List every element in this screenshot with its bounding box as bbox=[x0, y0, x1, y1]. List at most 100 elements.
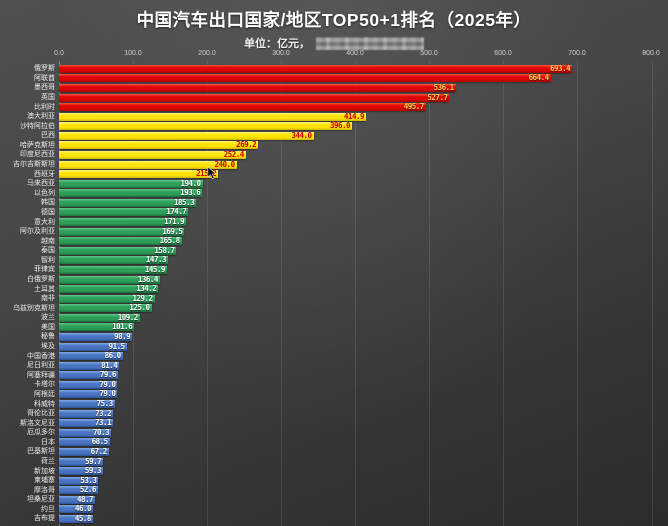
bar-value-label: 73.1 bbox=[95, 418, 112, 428]
gridline bbox=[355, 61, 356, 526]
bar-row: 以色列 193.6 bbox=[0, 189, 668, 199]
category-label: 吉尔吉斯斯坦 bbox=[13, 161, 55, 169]
x-tick-label: 200.0 bbox=[198, 50, 216, 57]
bar-row: 阿联酋 664.4 bbox=[0, 74, 668, 84]
bar: 174.7 bbox=[59, 207, 189, 217]
bar-value-label: 269.2 bbox=[236, 140, 257, 150]
gridline bbox=[503, 61, 505, 526]
category-label: 厄瓜多尔 bbox=[27, 429, 55, 437]
bar: 91.5 bbox=[59, 342, 127, 351]
category-label: 俄罗斯 bbox=[34, 65, 55, 73]
category-label: 坦桑尼亚 bbox=[27, 496, 55, 504]
chart-subtitle: 单位：亿元， bbox=[0, 35, 668, 51]
gridline bbox=[429, 61, 431, 526]
bar-value-label: 68.5 bbox=[91, 437, 109, 447]
bar-row: 英国 527.7 bbox=[0, 93, 668, 103]
category-label: 澳大利亚 bbox=[27, 113, 55, 121]
bar-value-label: 165.8 bbox=[159, 236, 181, 246]
mouse-cursor bbox=[207, 166, 217, 180]
bar-track: 109.2 bbox=[59, 313, 651, 323]
category-label: 韩国 bbox=[41, 199, 55, 207]
bar: 59.3 bbox=[59, 466, 103, 476]
bar: 165.8 bbox=[59, 236, 182, 246]
x-tick-label: 300.0 bbox=[272, 50, 290, 57]
bar-track: 45.8 bbox=[59, 514, 651, 524]
bar-value-label: 134.2 bbox=[136, 284, 157, 294]
bar-row: 菲律宾 145.9 bbox=[0, 265, 668, 275]
category-label: 以色列 bbox=[34, 189, 55, 197]
bar-value-label: 158.7 bbox=[154, 245, 175, 255]
bar: 48.7 bbox=[59, 495, 96, 504]
bar-track: 73.2 bbox=[59, 409, 651, 419]
x-tick-label: 800.0 bbox=[642, 50, 660, 57]
bar-track: 414.9 bbox=[59, 112, 651, 122]
category-label: 墨西哥 bbox=[34, 84, 55, 92]
bar-row: 越南 165.8 bbox=[0, 236, 668, 246]
bar-track: 67.2 bbox=[59, 447, 651, 457]
gridline bbox=[206, 61, 208, 526]
bar-value-label: 81.4 bbox=[101, 360, 118, 370]
bar-row: 马来西亚 194.0 bbox=[0, 179, 668, 189]
bar-value-label: 73.2 bbox=[95, 408, 112, 418]
bar-row: 吉尔吉斯斯坦 240.0 bbox=[0, 160, 668, 170]
category-label: 卡塔尔 bbox=[34, 381, 55, 389]
bar-track: 527.7 bbox=[59, 93, 651, 103]
bar-track: 344.0 bbox=[59, 131, 651, 141]
bar-track: 664.4 bbox=[59, 74, 651, 84]
bar-value-label: 693.4 bbox=[550, 63, 571, 73]
gridlines bbox=[58, 61, 653, 526]
category-label: 德国 bbox=[41, 208, 55, 216]
category-label: 柬埔寨 bbox=[34, 477, 55, 485]
category-label: 南非 bbox=[41, 295, 55, 303]
x-tick-label: 0.0 bbox=[54, 50, 64, 57]
bar-track: 194.0 bbox=[59, 179, 651, 189]
bar-track: 98.9 bbox=[59, 332, 651, 342]
category-label: 埃及 bbox=[41, 343, 55, 351]
bar-value-label: 194.0 bbox=[180, 178, 201, 188]
gridline bbox=[132, 61, 134, 526]
bar: 147.3 bbox=[59, 255, 168, 265]
bar-value-label: 174.7 bbox=[166, 207, 187, 217]
category-label: 意大利 bbox=[34, 218, 55, 226]
bar-value-label: 147.3 bbox=[145, 255, 167, 265]
bar-value-label: 59.7 bbox=[85, 456, 102, 466]
bar-value-label: 98.9 bbox=[114, 331, 131, 341]
bar: 79.0 bbox=[59, 389, 118, 399]
bar-row: 厄瓜多尔 70.3 bbox=[0, 428, 668, 438]
bar-track: 91.5 bbox=[59, 342, 651, 352]
category-label: 中国香港 bbox=[27, 352, 55, 360]
bar-row: 墨西哥 536.1 bbox=[0, 83, 668, 93]
bar-value-label: 59.3 bbox=[84, 466, 102, 476]
bar-track: 129.2 bbox=[59, 294, 651, 304]
bar-row: 阿塞拜疆 79.6 bbox=[0, 371, 668, 381]
bar-track: 536.1 bbox=[59, 83, 651, 93]
bar-value-label: 664.4 bbox=[528, 73, 550, 83]
category-label: 智利 bbox=[41, 256, 55, 264]
bar: 79.6 bbox=[59, 371, 118, 380]
x-tick-label: 700.0 bbox=[568, 50, 586, 57]
category-label: 波兰 bbox=[41, 314, 55, 322]
category-label: 秘鲁 bbox=[41, 333, 55, 341]
bar-row: 波兰 109.2 bbox=[0, 313, 668, 323]
bar-row: 意大利 171.9 bbox=[0, 217, 668, 227]
bar-row: 中国香港 86.0 bbox=[0, 351, 668, 361]
bar-row: 新加坡 59.3 bbox=[0, 466, 668, 476]
bar-value-label: 79.0 bbox=[99, 389, 116, 399]
bar-track: 185.3 bbox=[59, 198, 651, 208]
bar-row: 韩国 185.3 bbox=[0, 198, 668, 208]
bar-row: 白俄罗斯 136.4 bbox=[0, 275, 668, 285]
bar: 73.1 bbox=[59, 418, 114, 428]
gridline bbox=[280, 61, 282, 526]
bar: 193.6 bbox=[59, 189, 203, 198]
bar: 79.0 bbox=[59, 380, 118, 389]
bar-row: 秘鲁 98.9 bbox=[0, 332, 668, 342]
bar-row: 日本 68.5 bbox=[0, 438, 668, 448]
bar-track: 125.0 bbox=[59, 303, 651, 313]
x-tick-label: 600.0 bbox=[494, 50, 512, 57]
bar-value-label: 86.0 bbox=[104, 351, 122, 361]
bar-value-label: 125.0 bbox=[129, 303, 150, 313]
bar-track: 396.0 bbox=[59, 121, 651, 131]
bar-row: 约旦 46.0 bbox=[0, 505, 668, 515]
bar-row: 斯洛文尼亚 73.1 bbox=[0, 418, 668, 428]
bar: 98.9 bbox=[59, 331, 133, 341]
